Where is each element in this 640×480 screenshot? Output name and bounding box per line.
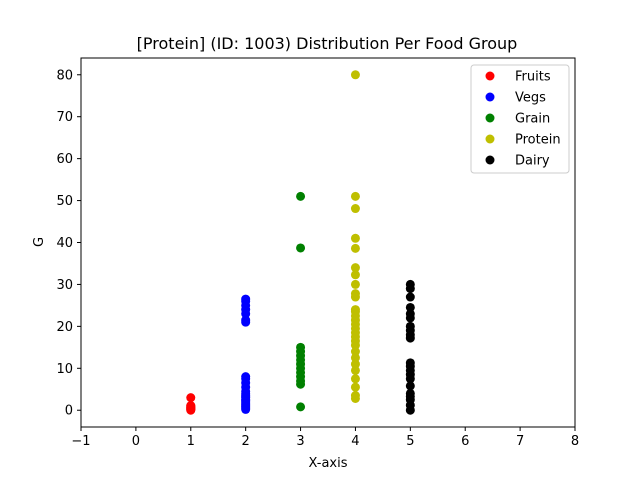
point-fruits-10 bbox=[186, 401, 196, 411]
x-tick-label: 0 bbox=[132, 434, 140, 449]
point-protein-21 bbox=[350, 270, 360, 280]
point-dairy-5 bbox=[405, 381, 415, 391]
chart-title: [Protein] (ID: 1003) Distribution Per Fo… bbox=[137, 34, 518, 53]
point-grain-11 bbox=[296, 243, 306, 253]
point-protein-2 bbox=[350, 382, 360, 392]
point-protein-1 bbox=[350, 391, 360, 401]
point-dairy-16 bbox=[405, 309, 415, 319]
legend-box bbox=[470, 64, 570, 174]
point-vegs-17 bbox=[241, 372, 251, 382]
y-tick-label: 60 bbox=[56, 152, 73, 167]
point-dairy-4 bbox=[405, 388, 415, 398]
y-tick-label: 40 bbox=[56, 236, 73, 251]
x-tick-label: 3 bbox=[296, 434, 304, 449]
x-tick-label: 1 bbox=[187, 434, 195, 449]
y-tick-label: 80 bbox=[56, 68, 73, 83]
point-grain-0 bbox=[296, 402, 306, 412]
legend-label-fruits: Fruits bbox=[515, 70, 551, 85]
point-protein-5 bbox=[350, 359, 360, 369]
y-tick-label: 30 bbox=[56, 278, 73, 293]
point-protein-23 bbox=[350, 243, 360, 253]
x-tick-label: 4 bbox=[351, 434, 359, 449]
point-protein-7 bbox=[350, 347, 360, 357]
point-protein-20 bbox=[350, 279, 360, 289]
legend-label-grain: Grain bbox=[515, 112, 550, 127]
point-vegs-19 bbox=[241, 315, 251, 325]
point-protein-3 bbox=[350, 374, 360, 384]
y-tick-label: 10 bbox=[56, 362, 73, 377]
point-protein-4 bbox=[350, 365, 360, 375]
x-axis-ticks: −1 0 1 2 3 4 5 6 7 8 bbox=[71, 427, 579, 449]
legend-marker-vegs bbox=[485, 92, 495, 102]
y-tick-label: 50 bbox=[56, 194, 73, 209]
legend-label-vegs: Vegs bbox=[515, 91, 546, 106]
y-tick-label: 20 bbox=[56, 320, 73, 335]
point-protein-6 bbox=[350, 353, 360, 363]
point-protein-26 bbox=[350, 191, 360, 201]
legend-marker-fruits bbox=[485, 71, 495, 81]
x-tick-label: 6 bbox=[461, 434, 469, 449]
point-protein-27 bbox=[350, 70, 360, 80]
point-dairy-10 bbox=[405, 358, 415, 368]
point-dairy-20 bbox=[405, 279, 415, 289]
point-protein-25 bbox=[350, 204, 360, 214]
point-vegs-24 bbox=[241, 294, 251, 304]
x-tick-label: 5 bbox=[406, 434, 414, 449]
legend-marker-protein bbox=[485, 134, 495, 144]
legend-marker-grain bbox=[485, 113, 495, 123]
x-axis-label: X-axis bbox=[309, 456, 348, 471]
legend-label-protein: Protein bbox=[515, 133, 561, 148]
x-tick-label: −1 bbox=[71, 434, 90, 449]
legend-label-dairy: Dairy bbox=[515, 154, 550, 169]
point-dairy-18 bbox=[405, 292, 415, 302]
point-protein-19 bbox=[350, 289, 360, 299]
x-tick-label: 2 bbox=[242, 434, 250, 449]
point-protein-24 bbox=[350, 233, 360, 243]
y-tick-label: 70 bbox=[56, 110, 73, 125]
y-axis-label: G bbox=[32, 237, 47, 247]
x-tick-label: 7 bbox=[516, 434, 524, 449]
point-protein-22 bbox=[350, 263, 360, 273]
legend: Fruits Vegs Grain Protein Dairy bbox=[470, 64, 570, 174]
points-layer bbox=[186, 70, 415, 415]
legend-marker-dairy bbox=[485, 155, 495, 165]
point-fruits-11 bbox=[186, 393, 196, 403]
y-axis-ticks: 0 10 20 30 40 50 60 70 80 bbox=[56, 68, 81, 419]
y-tick-label: 0 bbox=[65, 404, 73, 419]
point-protein-17 bbox=[350, 305, 360, 315]
point-dairy-14 bbox=[405, 321, 415, 331]
x-tick-label: 8 bbox=[571, 434, 579, 449]
point-grain-10 bbox=[296, 342, 306, 352]
point-grain-12 bbox=[296, 191, 306, 201]
point-dairy-17 bbox=[405, 302, 415, 312]
